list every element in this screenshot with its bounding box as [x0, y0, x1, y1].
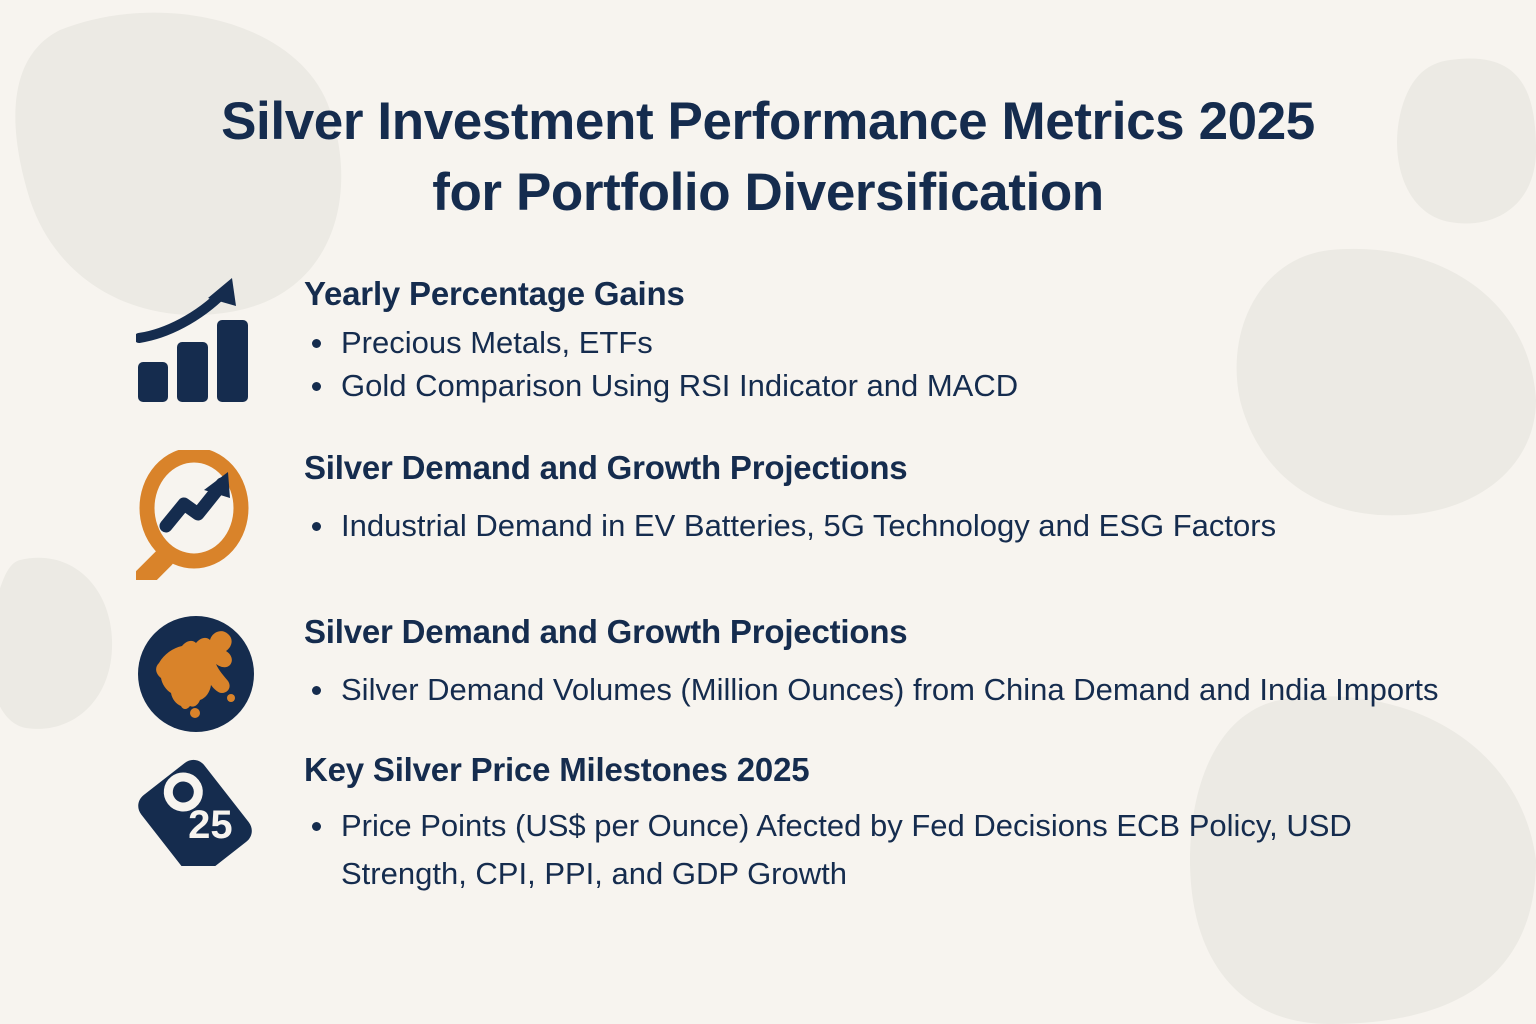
list-item: Precious Metals, ETFs — [296, 322, 1456, 363]
section-bullets: Price Points (US$ per Ounce) Afected by … — [296, 802, 1456, 898]
bullet-dot-icon — [312, 522, 321, 531]
list-item: Industrial Demand in EV Batteries, 5G Te… — [296, 502, 1456, 550]
section-heading: Yearly Percentage Gains — [304, 275, 685, 312]
page-title-line-1: Silver Investment Performance Metrics 20… — [221, 92, 1315, 151]
list-item-text: Industrial Demand in EV Batteries, 5G Te… — [341, 508, 1277, 543]
section-key-silver-price-milestones: 25 Key Silver Price Milestones 2025 Pric… — [136, 748, 1456, 900]
list-item: Gold Comparison Using RSI Indicator and … — [296, 365, 1456, 406]
section-silver-demand-growth-projections-1: Silver Demand and Growth Projections Ind… — [136, 446, 1456, 580]
list-item-text: Precious Metals, ETFs — [341, 325, 653, 360]
section-text-cell: Silver Demand and Growth Projections Ind… — [296, 446, 1456, 552]
page-title: Silver Investment Performance Metrics 20… — [0, 86, 1536, 228]
section-icon-cell — [136, 272, 296, 404]
sections-list: Yearly Percentage Gains Precious Metals,… — [136, 272, 1456, 900]
section-heading: Silver Demand and Growth Projections — [304, 449, 908, 486]
china-map-circle-icon — [138, 616, 254, 732]
price-tag-25-icon: 25 — [138, 759, 252, 866]
list-item: Price Points (US$ per Ounce) Afected by … — [296, 802, 1456, 898]
bullet-dot-icon — [312, 822, 321, 831]
section-bullets: Silver Demand Volumes (Million Ounces) f… — [296, 666, 1456, 714]
section-yearly-percentage-gains: Yearly Percentage Gains Precious Metals,… — [136, 272, 1456, 408]
section-bullets: Precious Metals, ETFs Gold Comparison Us… — [296, 322, 1456, 406]
page-title-line-2: for Portfolio Diversification — [432, 163, 1104, 222]
section-heading: Key Silver Price Milestones 2025 — [304, 751, 810, 788]
section-icon-cell — [136, 610, 296, 734]
bar-chart-growth-icon — [136, 278, 248, 402]
bullet-dot-icon — [312, 686, 321, 695]
list-item-text: Gold Comparison Using RSI Indicator and … — [341, 368, 1019, 403]
section-text-cell: Silver Demand and Growth Projections Sil… — [296, 610, 1456, 716]
list-item: Silver Demand Volumes (Million Ounces) f… — [296, 666, 1456, 714]
bullet-dot-icon — [312, 382, 321, 391]
section-text-cell: Key Silver Price Milestones 2025 Price P… — [296, 748, 1456, 900]
list-item-text: Silver Demand Volumes (Million Ounces) f… — [341, 672, 1439, 707]
section-icon-cell — [136, 446, 296, 580]
bullet-dot-icon — [312, 339, 321, 348]
section-icon-cell: 25 — [136, 748, 296, 866]
svg-text:25: 25 — [188, 803, 233, 847]
section-text-cell: Yearly Percentage Gains Precious Metals,… — [296, 272, 1456, 408]
section-bullets: Industrial Demand in EV Batteries, 5G Te… — [296, 502, 1456, 550]
section-heading: Silver Demand and Growth Projections — [304, 613, 908, 650]
magnifier-trend-icon — [136, 450, 249, 580]
section-silver-demand-growth-projections-2: Silver Demand and Growth Projections Sil… — [136, 610, 1456, 734]
list-item-text: Price Points (US$ per Ounce) Afected by … — [341, 808, 1352, 891]
